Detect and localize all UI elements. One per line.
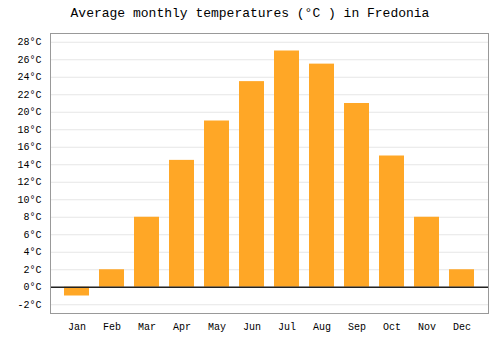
svg-text:12°C: 12°C (17, 177, 41, 188)
svg-text:-2°C: -2°C (17, 300, 41, 311)
svg-text:20°C: 20°C (17, 107, 41, 118)
svg-text:4°C: 4°C (23, 247, 41, 258)
svg-text:Oct: Oct (383, 322, 401, 333)
svg-text:24°C: 24°C (17, 72, 41, 83)
svg-text:10°C: 10°C (17, 195, 41, 206)
svg-text:Aug: Aug (313, 322, 331, 333)
svg-text:Feb: Feb (103, 322, 121, 333)
svg-text:18°C: 18°C (17, 125, 41, 136)
svg-text:16°C: 16°C (17, 142, 41, 153)
svg-text:Nov: Nov (418, 322, 436, 333)
svg-text:14°C: 14°C (17, 160, 41, 171)
svg-text:0°C: 0°C (23, 282, 41, 293)
svg-text:28°C: 28°C (17, 37, 41, 48)
svg-text:Jun: Jun (243, 322, 261, 333)
svg-text:Mar: Mar (138, 322, 156, 333)
svg-text:Jul: Jul (278, 322, 296, 333)
svg-text:Jan: Jan (68, 322, 86, 333)
svg-text:Sep: Sep (348, 322, 366, 333)
svg-text:May: May (208, 322, 226, 333)
svg-text:Dec: Dec (453, 322, 471, 333)
svg-text:8°C: 8°C (23, 212, 41, 223)
svg-text:2°C: 2°C (23, 265, 41, 276)
svg-text:6°C: 6°C (23, 230, 41, 241)
svg-text:22°C: 22°C (17, 90, 41, 101)
svg-text:Apr: Apr (173, 322, 191, 333)
svg-text:26°C: 26°C (17, 55, 41, 66)
html-text:Average monthly temperatures (: Average monthly temperatures (°C ) in Fr… (70, 6, 430, 21)
